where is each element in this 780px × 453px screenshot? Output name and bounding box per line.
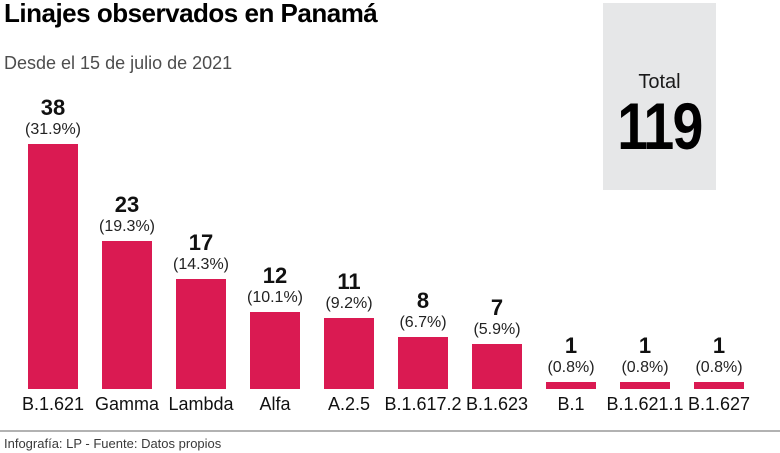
bar-value-label: 7: [490, 294, 504, 320]
bar-category-label: Lambda: [168, 394, 234, 414]
bar-chart: 38 (31.9%) B.1.621 23 (19.3%) Gamma 17 (14.3%) L…: [16, 88, 756, 418]
bar: [620, 382, 670, 389]
bar: [28, 144, 78, 389]
total-label: Total: [638, 71, 681, 93]
bar-percent-label: (5.9%): [473, 320, 521, 338]
bar-column: 38 (31.9%) B.1.621: [16, 88, 90, 414]
bar: [398, 337, 448, 389]
bar: [694, 382, 744, 389]
bar-percent-label: (6.7%): [399, 313, 447, 331]
bar-column: 1 (0.8%) B.1: [534, 88, 608, 414]
bar-value-label: 12: [262, 262, 288, 288]
bar-column: 12 (10.1%) Alfa: [238, 88, 312, 414]
bar-category-label: B.1: [557, 394, 585, 414]
bar-category-label: B.1.621: [21, 394, 85, 414]
bar-value-label: 1: [712, 332, 726, 358]
bar-value-label: 11: [337, 268, 361, 294]
bar-category-label: A.2.5: [327, 394, 371, 414]
bar: [546, 382, 596, 389]
bar-column: 1 (0.8%) B.1.627: [682, 88, 756, 414]
bar: [102, 241, 152, 389]
bar-value-label: 1: [564, 332, 578, 358]
bar-column: 7 (5.9%) B.1.623: [460, 88, 534, 414]
chart-title: Linajes observados en Panamá: [4, 0, 378, 28]
bar-category-label: B.1.621.1: [606, 394, 684, 414]
bar-column: 11 (9.2%) A.2.5: [312, 88, 386, 414]
bar-percent-label: (0.8%): [695, 358, 743, 376]
bar-column: 8 (6.7%) B.1.617.2: [384, 88, 461, 414]
bar-column: 17 (14.3%) Lambda: [164, 88, 238, 414]
bar-value-label: 1: [638, 332, 652, 358]
bar-value-label: 17: [188, 229, 214, 255]
bar-value-label: 8: [416, 287, 430, 313]
bar-percent-label: (19.3%): [98, 217, 156, 235]
bar-percent-label: (10.1%): [246, 288, 304, 306]
chart-subtitle: Desde el 15 de julio de 2021: [4, 53, 233, 73]
bar: [472, 344, 522, 389]
bar-value-label: 38: [40, 94, 66, 120]
bar-percent-label: (14.3%): [172, 255, 230, 273]
bar: [176, 279, 226, 389]
bar-percent-label: (0.8%): [547, 358, 595, 376]
bar-category-label: Gamma: [94, 394, 160, 414]
footer-credit: Infografía: LP - Fuente: Datos propios: [0, 430, 780, 451]
total-box: Total 119: [603, 3, 716, 190]
bar-percent-label: (31.9%): [24, 120, 82, 138]
bar-column: 1 (0.8%) B.1.621.1: [606, 88, 683, 414]
bar-category-label: Alfa: [259, 394, 291, 414]
bar-category-label: B.1.617.2: [384, 394, 462, 414]
bar-category-label: B.1.623: [465, 394, 529, 414]
bar-value-label: 23: [114, 191, 140, 217]
bar: [250, 312, 300, 389]
bar-category-label: B.1.627: [687, 394, 751, 414]
bar-column: 23 (19.3%) Gamma: [90, 88, 164, 414]
total-value: 119: [617, 89, 703, 163]
bar-percent-label: (0.8%): [621, 358, 669, 376]
bar-percent-label: (9.2%): [325, 294, 373, 312]
bar: [324, 318, 374, 389]
